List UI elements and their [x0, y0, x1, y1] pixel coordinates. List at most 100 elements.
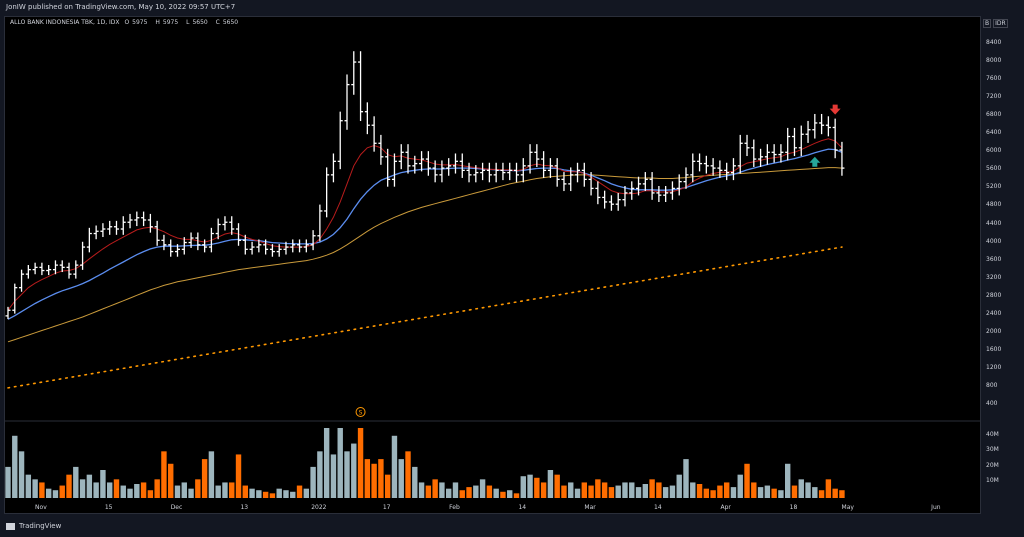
volume-axis[interactable]: 40M 30M 20M 10M [983, 421, 1024, 501]
volume-bar [276, 488, 282, 498]
volume-bar [656, 482, 662, 498]
price-tick-label: 4400 [986, 219, 1002, 227]
volume-bar [262, 491, 269, 498]
volume-bar [744, 463, 750, 498]
volume-bar [235, 454, 242, 498]
volume-bar [588, 485, 594, 498]
volume-bar [459, 490, 465, 498]
volume-bar [310, 466, 316, 498]
price-tick-label: 1600 [986, 345, 1002, 353]
volume-bar [391, 435, 398, 498]
price-tick-label: 2400 [986, 309, 1002, 317]
volume-bar [818, 490, 825, 498]
volume-bar [45, 488, 52, 498]
volume-bar [86, 474, 93, 498]
volume-bar [486, 485, 493, 498]
volume-bar [798, 479, 804, 498]
ohlc-open: O 5975 [124, 19, 148, 26]
volume-bar [79, 479, 86, 498]
currency-badge-b: B [983, 19, 992, 28]
volume-bar [229, 482, 235, 498]
price-tick-label: 5600 [986, 165, 1002, 173]
volume-bar [778, 490, 784, 498]
volume-bar [405, 451, 411, 498]
volume-tick-label: 20M [986, 461, 999, 469]
ma-slow-line [7, 167, 842, 343]
volume-bar [323, 428, 330, 498]
volume-bar [703, 488, 710, 498]
price-axis[interactable]: 8400 8000 7600 7200 6800 6400 6000 5600 5200 4800… [983, 16, 1024, 421]
volume-bar [642, 484, 649, 498]
volume-bar [93, 482, 99, 498]
time-axis[interactable]: Nov 15 Dec 13 2022 17 Feb 14 Mar 14 Apr 18 May Jun [4, 502, 981, 514]
volume-bar [534, 477, 540, 498]
volume-bar [344, 451, 350, 498]
time-tick-label: 13 [240, 504, 249, 511]
volume-bar [113, 479, 120, 498]
volume-bar [12, 435, 18, 498]
volume-bar [256, 490, 262, 498]
ma-dotted-line [7, 246, 843, 389]
volume-bar [73, 466, 79, 498]
volume-bar [683, 459, 689, 498]
volume-bar [520, 476, 526, 498]
volume-bar [296, 485, 303, 498]
footer: TradingView [0, 517, 1024, 537]
volume-bar [723, 482, 730, 498]
volume-bar [669, 485, 676, 498]
volume-bar [357, 428, 364, 498]
volume-bar [737, 474, 743, 498]
volume-bar [561, 485, 567, 498]
chart-canvas[interactable]: S [4, 16, 981, 514]
buy-arrow-icon [809, 156, 821, 167]
volume-bar [222, 482, 228, 498]
price-tick-label: 4000 [986, 237, 1002, 245]
volume-bar [730, 487, 737, 498]
volume-bar [384, 474, 391, 498]
ohlc-close: C 5650 [215, 19, 239, 26]
volume-bar [100, 470, 106, 498]
volume-bar [812, 487, 818, 498]
volume-bar [500, 491, 506, 498]
price-tick-label: 6000 [986, 147, 1002, 155]
volume-bar [751, 482, 757, 498]
time-tick-label: 14 [518, 504, 527, 511]
ma-mid-line [7, 148, 843, 320]
price-tick-label: 6400 [986, 129, 1002, 137]
volume-bar [696, 484, 703, 498]
time-tick-label: Feb [449, 504, 460, 511]
volume-bar [832, 488, 838, 498]
sell-arrow-icon [829, 104, 841, 115]
volume-bar [690, 482, 696, 498]
currency-badge[interactable]: B IDR [983, 19, 1010, 28]
volume-bar [595, 479, 601, 498]
volume-bar [5, 466, 11, 498]
price-tick-label: 3600 [986, 255, 1002, 263]
time-tick-label: Jun [931, 504, 941, 511]
price-tick-label: 2000 [986, 327, 1002, 335]
volume-bar [785, 463, 791, 498]
volume-bar [134, 484, 140, 498]
volume-bar [147, 490, 154, 498]
volume-bar [412, 466, 418, 498]
volume-bar [154, 479, 160, 498]
volume-bar [364, 459, 371, 498]
time-tick-label: 17 [382, 504, 391, 511]
volume-bar [52, 490, 59, 498]
volume-bar [107, 482, 113, 498]
price-tick-label: 1200 [986, 363, 1002, 371]
currency-badge-idr: IDR [993, 19, 1008, 28]
price-tick-label: 3200 [986, 273, 1002, 281]
time-tick-label: Mar [584, 504, 596, 511]
volume-bar [757, 487, 764, 498]
volume-bar [662, 487, 669, 498]
volume-bar [540, 482, 547, 498]
volume-bar [201, 459, 208, 498]
volume-bar [615, 485, 621, 498]
volume-bar [446, 488, 452, 498]
volume-bar [622, 482, 628, 498]
symbol-legend: ALLO BANK INDONESIA TBK, 1D, IDX O 5975 H… [10, 19, 244, 26]
time-tick-label: Dec [170, 504, 183, 511]
volume-bar [208, 451, 215, 498]
price-tick-label: 800 [986, 381, 998, 389]
